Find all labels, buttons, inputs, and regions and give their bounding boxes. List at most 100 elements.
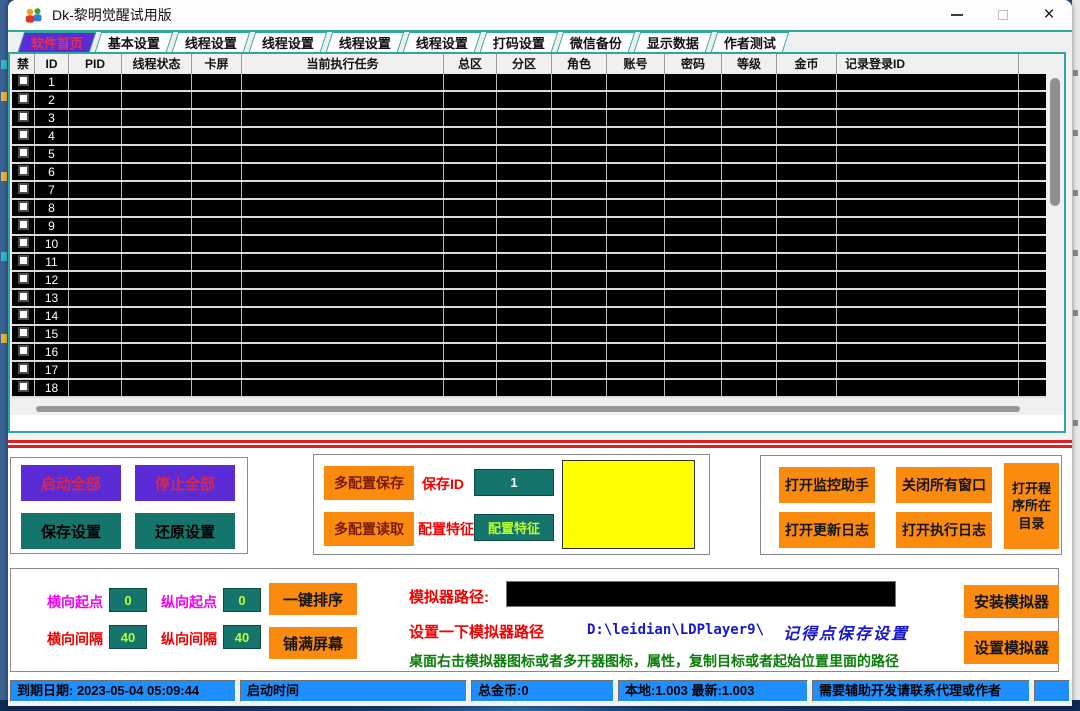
row-checkbox[interactable] — [17, 309, 29, 320]
cell — [722, 92, 777, 108]
cell-id: 18 — [35, 380, 69, 396]
row-checkbox[interactable] — [17, 147, 29, 158]
cell — [552, 236, 607, 252]
column-header[interactable]: 卡屏 — [192, 54, 242, 74]
cell-id: 4 — [35, 128, 69, 144]
column-header[interactable]: 金币 — [777, 54, 837, 74]
cell-filler — [1019, 236, 1046, 252]
open-exec-log-button[interactable]: 打开执行日志 — [896, 512, 992, 548]
open-update-log-button[interactable]: 打开更新日志 — [779, 512, 875, 548]
tab-6[interactable]: 打码设置 — [479, 32, 559, 52]
h-start-input[interactable] — [109, 588, 147, 612]
setup-emulator-button[interactable]: 设置模拟器 — [964, 631, 1059, 664]
cell-id: 10 — [35, 236, 69, 252]
row-checkbox[interactable] — [17, 93, 29, 104]
row-checkbox[interactable] — [17, 363, 29, 374]
cell — [837, 290, 1019, 306]
save-settings-button[interactable]: 保存设置 — [21, 513, 121, 549]
tab-8[interactable]: 显示数据 — [633, 32, 713, 52]
row-checkbox[interactable] — [17, 273, 29, 284]
multi-config-read-button[interactable]: 多配置读取 — [324, 512, 414, 546]
tab-4[interactable]: 线程设置 — [325, 32, 405, 52]
horizontal-scrollbar-thumb[interactable] — [36, 406, 1020, 412]
config-feature-input[interactable] — [474, 514, 554, 541]
cell — [777, 344, 837, 360]
v-gap-input[interactable] — [223, 625, 261, 649]
table-row: 9 — [12, 218, 1046, 236]
cell — [665, 344, 722, 360]
row-checkbox[interactable] — [17, 345, 29, 356]
stop-all-button[interactable]: 停止全部 — [135, 465, 235, 501]
maximize-button[interactable] — [980, 0, 1026, 30]
tab-7[interactable]: 微信备份 — [556, 32, 636, 52]
cell — [777, 272, 837, 288]
cell — [777, 146, 837, 162]
emulator-path-input[interactable] — [506, 581, 896, 607]
restore-settings-button[interactable]: 还原设置 — [135, 513, 235, 549]
cell — [837, 164, 1019, 180]
save-id-label: 保存ID — [422, 476, 464, 492]
cell — [242, 74, 444, 90]
row-checkbox[interactable] — [17, 255, 29, 266]
vertical-scrollbar[interactable] — [1049, 76, 1062, 398]
vertical-scrollbar-thumb[interactable] — [1050, 78, 1060, 206]
row-checkbox[interactable] — [17, 111, 29, 122]
row-checkbox[interactable] — [17, 129, 29, 140]
v-start-input[interactable] — [223, 588, 261, 612]
column-header[interactable]: 总区 — [444, 54, 497, 74]
save-id-input[interactable] — [474, 469, 554, 496]
close-button[interactable]: × — [1043, 4, 1055, 25]
config-feature-label: 配置特征 — [418, 521, 474, 537]
tab-9[interactable]: 作者测试 — [710, 32, 790, 52]
one-key-sort-button[interactable]: 一键排序 — [269, 583, 357, 615]
row-checkbox[interactable] — [17, 381, 29, 392]
column-header[interactable]: 禁 — [12, 54, 35, 74]
column-header[interactable]: 角色 — [552, 54, 607, 74]
row-checkbox[interactable] — [17, 327, 29, 338]
row-checkbox[interactable] — [17, 291, 29, 302]
column-header[interactable]: 密码 — [665, 54, 722, 74]
status-segment-3: 本地:1.003 最新:1.003 — [618, 680, 808, 702]
column-header[interactable]: 分区 — [497, 54, 552, 74]
row-checkbox[interactable] — [17, 237, 29, 248]
install-emulator-button[interactable]: 安装模拟器 — [964, 585, 1059, 618]
row-checkbox[interactable] — [17, 219, 29, 230]
close-all-windows-button[interactable]: 关闭所有窗口 — [896, 467, 992, 503]
open-monitor-button[interactable]: 打开监控助手 — [779, 467, 875, 503]
tab-label: 线程设置 — [184, 36, 237, 51]
row-checkbox[interactable] — [17, 201, 29, 212]
cell — [552, 218, 607, 234]
cell — [837, 272, 1019, 288]
row-checkbox[interactable] — [17, 75, 29, 86]
multi-config-save-button[interactable]: 多配置保存 — [324, 466, 414, 500]
column-header[interactable]: 记录登录ID — [837, 54, 1019, 74]
cell — [242, 236, 444, 252]
column-header[interactable]: PID — [69, 54, 122, 74]
column-header[interactable]: 账号 — [607, 54, 665, 74]
tab-3[interactable]: 线程设置 — [248, 32, 328, 52]
cell — [777, 362, 837, 378]
cell — [722, 182, 777, 198]
tab-2[interactable]: 线程设置 — [171, 32, 251, 52]
column-header[interactable]: 当前执行任务 — [242, 54, 444, 74]
fill-screen-button[interactable]: 铺满屏幕 — [269, 627, 357, 659]
column-header[interactable]: ID — [35, 54, 69, 74]
lower-section: 启动全部 停止全部 保存设置 还原设置 多配置保存 多配置读取 保存ID 配置特… — [8, 448, 1072, 680]
start-all-button[interactable]: 启动全部 — [21, 465, 121, 501]
row-checkbox[interactable] — [17, 165, 29, 176]
row-checkbox[interactable] — [17, 183, 29, 194]
column-header[interactable]: 线程状态 — [122, 54, 192, 74]
tab-5[interactable]: 线程设置 — [402, 32, 482, 52]
column-header[interactable]: 等级 — [722, 54, 777, 74]
minimize-button[interactable] — [934, 0, 980, 30]
cell — [497, 164, 552, 180]
cell — [722, 146, 777, 162]
cell — [497, 182, 552, 198]
tab-0[interactable]: 软件首页 — [17, 32, 97, 52]
cell — [837, 326, 1019, 342]
cell — [837, 218, 1019, 234]
tab-1[interactable]: 基本设置 — [94, 32, 174, 52]
cell — [444, 182, 497, 198]
open-program-dir-button[interactable]: 打开程序所在目录 — [1004, 463, 1059, 549]
h-gap-input[interactable] — [109, 625, 147, 649]
